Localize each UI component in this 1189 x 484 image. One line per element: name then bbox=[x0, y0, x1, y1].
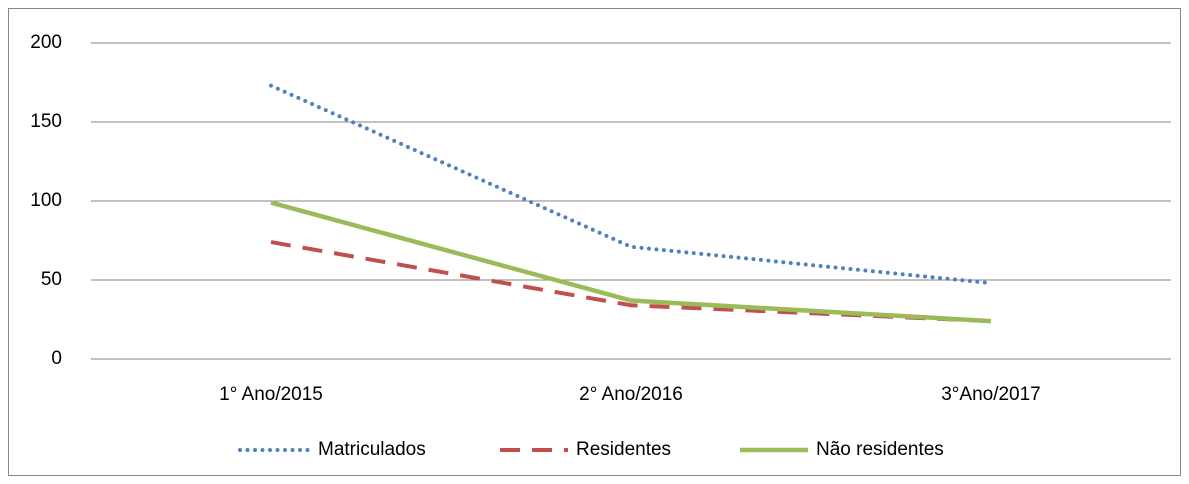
x-tick-label: 3°Ano/2017 bbox=[941, 384, 1041, 405]
legend-label: Não residentes bbox=[816, 439, 944, 460]
legend-label: Residentes bbox=[576, 439, 671, 460]
y-tick-label: 200 bbox=[30, 32, 62, 53]
series-line bbox=[270, 200, 992, 324]
series-line bbox=[270, 240, 992, 324]
series-line bbox=[269, 83, 993, 286]
chart-border bbox=[8, 8, 1181, 476]
y-tick-label: 150 bbox=[30, 111, 62, 132]
y-tick-label: 0 bbox=[51, 348, 62, 369]
y-tick-label: 50 bbox=[41, 269, 62, 290]
y-tick-label: 100 bbox=[30, 190, 62, 211]
x-tick-label: 1° Ano/2015 bbox=[219, 384, 323, 405]
legend-label: Matriculados bbox=[318, 439, 426, 460]
x-tick-label: 2° Ano/2016 bbox=[579, 384, 683, 405]
